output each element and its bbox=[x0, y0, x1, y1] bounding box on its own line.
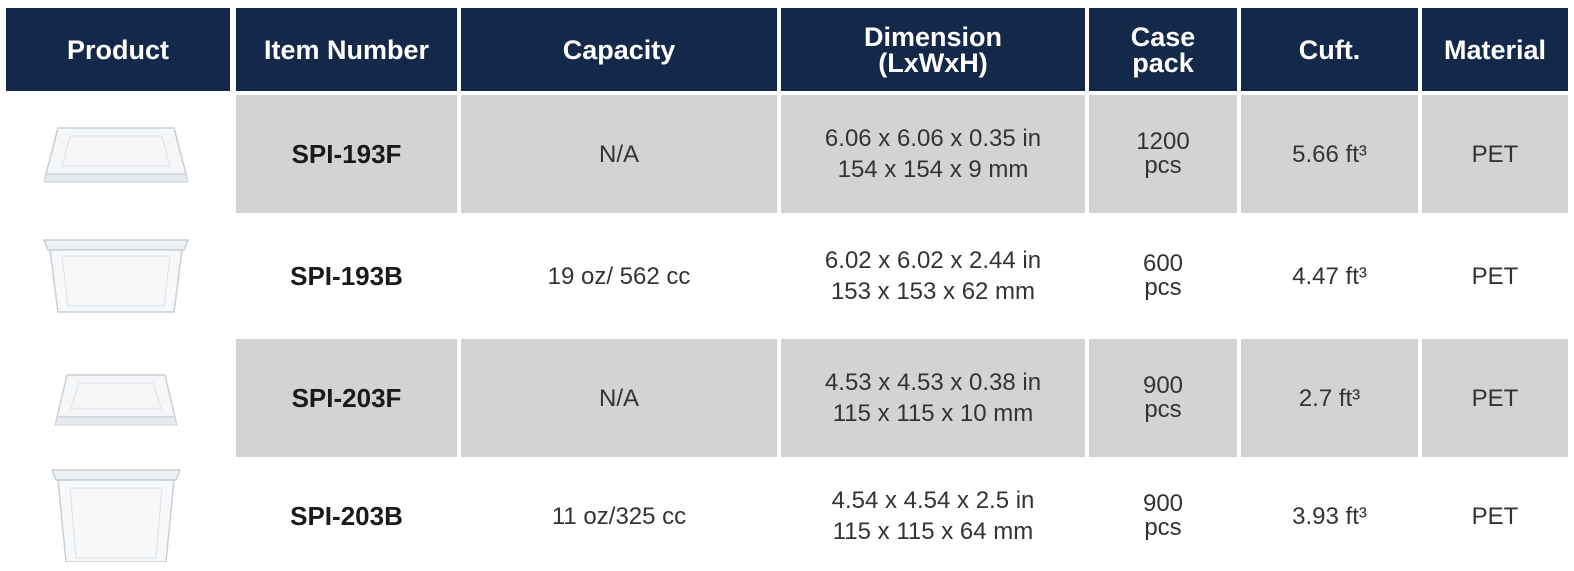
header-product-label: Product bbox=[66, 34, 169, 65]
table-row-4-item-number: SPI-203B bbox=[290, 500, 403, 531]
table-row-3-material: PET bbox=[1422, 339, 1568, 457]
table-row-1-cuft: 5.66 ft³ bbox=[1241, 95, 1418, 213]
header-case-pack: Case pack bbox=[1089, 8, 1237, 91]
table-row-1-case-pack: 1200 pcs bbox=[1089, 95, 1237, 213]
container-base-image bbox=[50, 468, 182, 562]
table-row-1-dimension: 6.06 x 6.06 x 0.35 in 154 x 154 x 9 mm bbox=[781, 95, 1085, 213]
product-image-cell bbox=[0, 339, 232, 457]
product-image-cell bbox=[0, 217, 232, 335]
table-row-2-item-number: SPI-193B bbox=[290, 260, 403, 291]
table-row-1-item-number: SPI-193F bbox=[236, 95, 457, 213]
table-row-2-material: PET bbox=[1471, 262, 1519, 290]
table-row-2-dimension: 6.02 x 6.02 x 2.44 in 153 x 153 x 62 mm bbox=[824, 247, 1042, 305]
table-row-3-capacity: N/A bbox=[461, 339, 777, 457]
table-row-3-case-pack: 900 pcs bbox=[1089, 339, 1237, 457]
flat-lid-image bbox=[43, 127, 189, 183]
table-row-2-cuft: 4.47 ft³ bbox=[1292, 262, 1367, 290]
table-row-4-capacity: 11 oz/325 cc bbox=[551, 502, 687, 530]
header-case-pack-line1: Case bbox=[1130, 21, 1196, 52]
table-row-3-dimension: 4.53 x 4.53 x 0.38 in 115 x 115 x 10 mm bbox=[781, 339, 1085, 457]
header-dimension-line1: Dimension bbox=[863, 21, 1003, 52]
header-item-number-label: Item Number bbox=[263, 34, 430, 65]
flat-lid-image bbox=[54, 374, 178, 426]
product-image-cell bbox=[0, 461, 232, 562]
table-row-2-capacity: 19 oz/ 562 cc bbox=[547, 262, 691, 290]
product-image-cell bbox=[0, 95, 232, 213]
table-row-1-material: PET bbox=[1422, 95, 1568, 213]
header-capacity: Capacity bbox=[461, 8, 777, 91]
table-row-4-cuft: 3.93 ft³ bbox=[1292, 502, 1367, 530]
table-row-4-material: PET bbox=[1471, 502, 1519, 530]
table-row-3-item-number: SPI-203F bbox=[236, 339, 457, 457]
header-case-pack-line2: pack bbox=[1132, 47, 1194, 78]
container-base-image bbox=[42, 239, 190, 313]
table-row-3-cuft: 2.7 ft³ bbox=[1241, 339, 1418, 457]
header-product: Product bbox=[6, 8, 230, 91]
table-row-2-case-pack: 600 pcs bbox=[1142, 250, 1184, 301]
header-capacity-label: Capacity bbox=[562, 34, 676, 65]
header-cuft: Cuft. bbox=[1241, 8, 1418, 91]
table-row-4-case-pack: 900 pcs bbox=[1142, 490, 1184, 541]
header-material-label: Material bbox=[1443, 34, 1547, 65]
header-item-number: Item Number bbox=[236, 8, 457, 91]
header-material: Material bbox=[1422, 8, 1568, 91]
table-row-4-dimension: 4.54 x 4.54 x 2.5 in 115 x 115 x 64 mm bbox=[831, 487, 1035, 545]
header-cuft-label: Cuft. bbox=[1298, 34, 1361, 65]
table-row-1-capacity: N/A bbox=[461, 95, 777, 213]
header-dimension: Dimension (LxWxH) bbox=[781, 8, 1085, 91]
header-dimension-line2: (LxWxH) bbox=[878, 47, 988, 78]
